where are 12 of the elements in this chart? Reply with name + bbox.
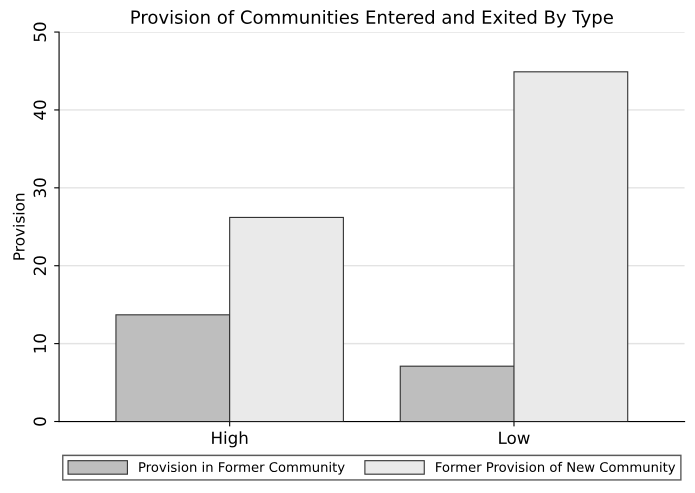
x-tick-label: High	[212, 431, 248, 448]
y-tick-label: 20	[34, 256, 46, 276]
y-tick-label: 30	[34, 178, 46, 198]
x-tick-label: Low	[499, 432, 530, 444]
y-axis-title: Provision	[12, 194, 25, 260]
y-tick-label: 10	[34, 334, 46, 352]
y-tick-label: 0	[34, 417, 46, 426]
legend-label: Provision in Former Community	[139, 462, 345, 475]
y-tick-label: 40	[34, 100, 46, 120]
y-tick-label: 50	[34, 22, 46, 42]
legend-label: Former Provision of New Community	[436, 462, 676, 475]
chart-title: Provision of Communities Entered and Exited By Type	[132, 10, 613, 28]
